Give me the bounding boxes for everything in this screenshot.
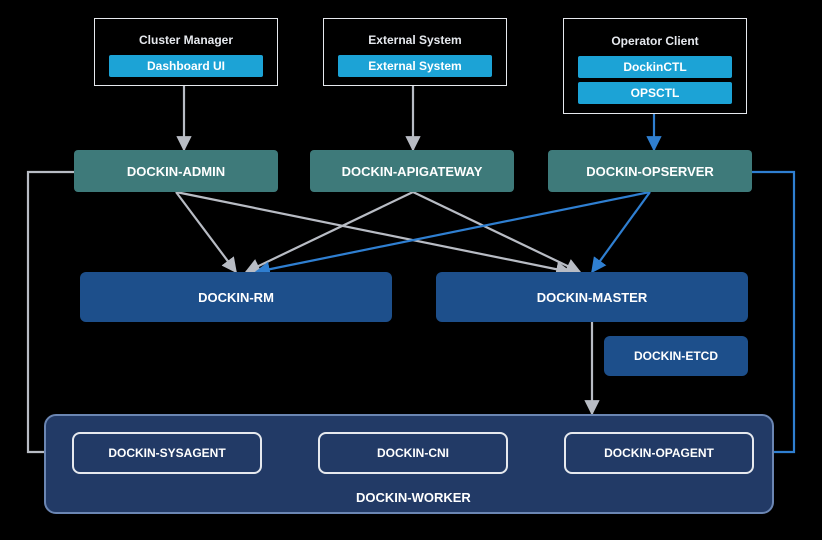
dockin-admin: DOCKIN-ADMIN bbox=[74, 150, 278, 192]
edge-dockin-admin-to-dockin-master bbox=[176, 192, 570, 272]
external-system-title: External System bbox=[368, 33, 461, 47]
dockin-master: DOCKIN-MASTER bbox=[436, 272, 748, 322]
operator-client-button-0: DockinCTL bbox=[578, 56, 732, 78]
cluster-manager-button-0: Dashboard UI bbox=[109, 55, 263, 77]
edge-dockin-opserver-to-dockin-opagent bbox=[752, 172, 794, 452]
dockin-opagent: DOCKIN-OPAGENT bbox=[564, 432, 754, 474]
operator-client-title: Operator Client bbox=[611, 34, 698, 48]
edge-dockin-opserver-to-dockin-rm bbox=[256, 192, 650, 272]
external-system-button-0: External System bbox=[338, 55, 492, 77]
dockin-apigw: DOCKIN-APIGATEWAY bbox=[310, 150, 514, 192]
cluster-manager-title: Cluster Manager bbox=[139, 33, 233, 47]
edge-dockin-apigw-to-dockin-rm bbox=[246, 192, 413, 272]
operator-client-group: Operator Client DockinCTL OPSCTL bbox=[563, 18, 747, 114]
cluster-manager-group: Cluster Manager Dashboard UI bbox=[94, 18, 278, 86]
dockin-etcd: DOCKIN-ETCD bbox=[604, 336, 748, 376]
dockin-sysagent: DOCKIN-SYSAGENT bbox=[72, 432, 262, 474]
edge-dockin-opserver-to-dockin-master bbox=[592, 192, 650, 272]
dockin-cni: DOCKIN-CNI bbox=[318, 432, 508, 474]
edge-dockin-admin-to-dockin-rm bbox=[176, 192, 236, 272]
dockin-rm: DOCKIN-RM bbox=[80, 272, 392, 322]
external-system-group: External System External System bbox=[323, 18, 507, 86]
edge-dockin-admin-to-dockin-sysagent bbox=[28, 172, 74, 452]
edge-dockin-apigw-to-dockin-master bbox=[413, 192, 580, 272]
operator-client-button-1: OPSCTL bbox=[578, 82, 732, 104]
dockin-opserver: DOCKIN-OPSERVER bbox=[548, 150, 752, 192]
dockin-worker-label: DOCKIN-WORKER bbox=[356, 490, 471, 505]
